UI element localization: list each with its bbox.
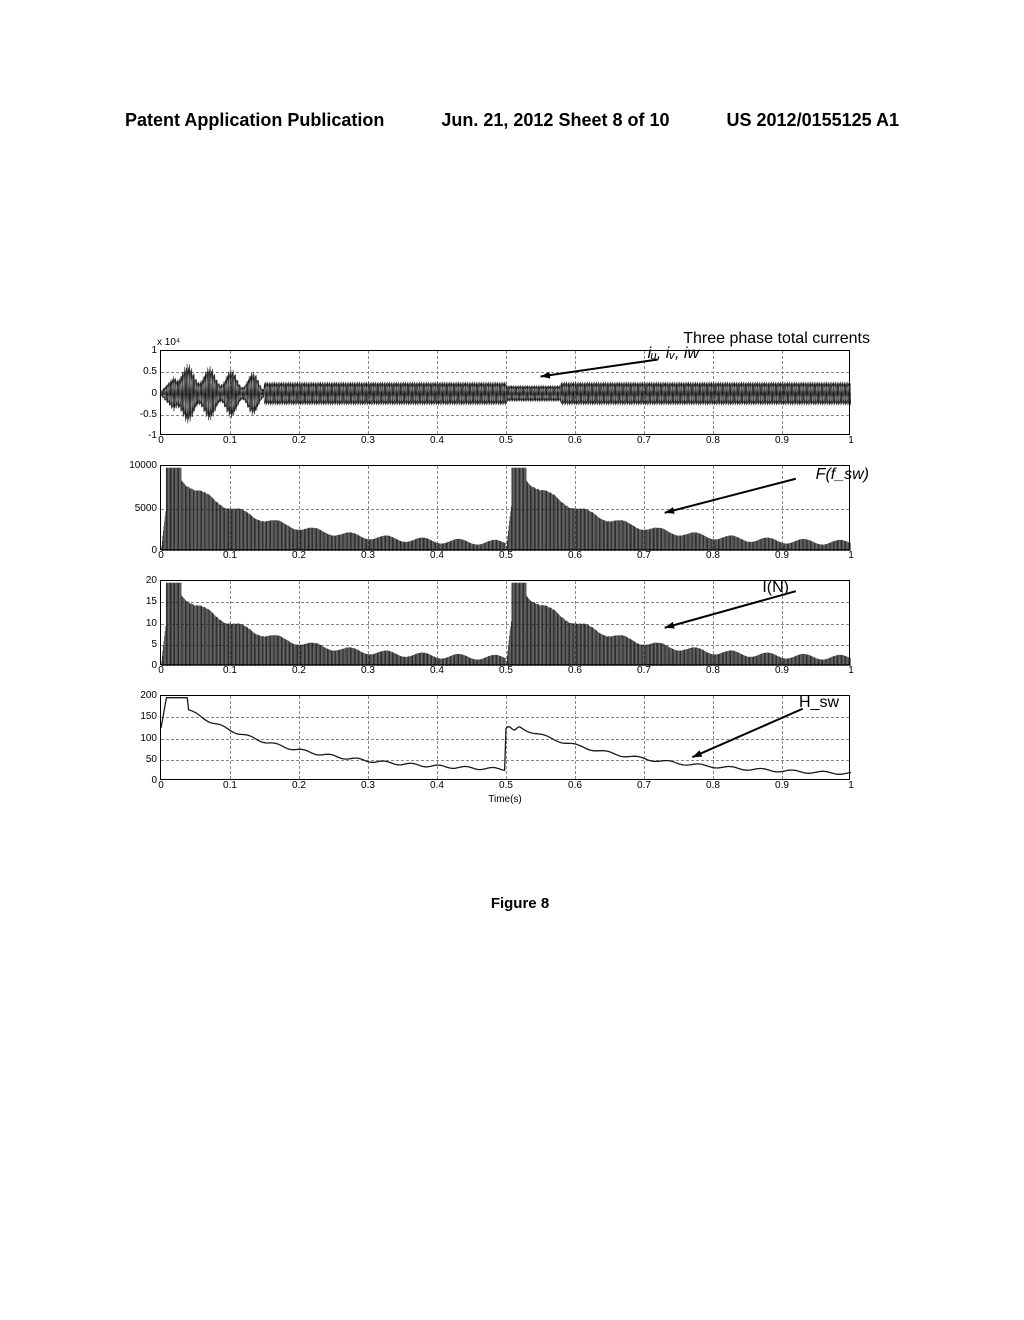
x-axis-label: Time(s) <box>160 794 850 805</box>
waveform <box>161 466 851 551</box>
annotation-label: F(f_sw) <box>816 466 869 484</box>
chart-3: 05010015020000.10.20.30.40.50.60.70.80.9… <box>160 695 880 805</box>
annotation-label: I(N) <box>762 579 789 597</box>
header-center: Jun. 21, 2012 Sheet 8 of 10 <box>441 110 669 131</box>
y-tick: 150 <box>140 712 161 722</box>
y-tick: 15 <box>146 597 161 607</box>
plot-area: 0510152000.10.20.30.40.50.60.70.80.91I(N… <box>160 580 850 665</box>
charts-title: Three phase total currents <box>160 330 880 348</box>
header-left: Patent Application Publication <box>125 110 384 131</box>
y-tick: 100 <box>140 734 161 744</box>
y-tick: 50 <box>146 755 161 765</box>
y-tick: 10 <box>146 619 161 629</box>
waveform <box>161 696 851 781</box>
header-right: US 2012/0155125 A1 <box>727 110 899 131</box>
waveform <box>161 351 851 436</box>
chart-1: 050001000000.10.20.30.40.50.60.70.80.91F… <box>160 465 880 550</box>
chart-0: x 10⁴-1-0.500.5100.10.20.30.40.50.60.70.… <box>160 350 880 435</box>
plot-area: 050001000000.10.20.30.40.50.60.70.80.91F… <box>160 465 850 550</box>
y-tick: 1 <box>151 346 161 356</box>
y-tick: 20 <box>146 576 161 586</box>
y-tick: 5 <box>151 640 161 650</box>
y-tick: 10000 <box>129 461 161 471</box>
y-tick: 200 <box>140 691 161 701</box>
figure-caption: Figure 8 <box>160 895 880 912</box>
page-header: Patent Application Publication Jun. 21, … <box>0 110 1024 131</box>
plot-area: 05010015020000.10.20.30.40.50.60.70.80.9… <box>160 695 850 780</box>
y-tick: 5000 <box>135 504 161 514</box>
y-tick: 0 <box>151 389 161 399</box>
annotation-label: H_sw <box>799 694 839 712</box>
charts-container: Three phase total currents x 10⁴-1-0.500… <box>160 330 880 912</box>
waveform <box>161 581 851 666</box>
y-tick: 0.5 <box>143 367 161 377</box>
chart-2: 0510152000.10.20.30.40.50.60.70.80.91I(N… <box>160 580 880 665</box>
plot-area: x 10⁴-1-0.500.5100.10.20.30.40.50.60.70.… <box>160 350 850 435</box>
annotation-label: iᵤ, iᵥ, iw <box>648 345 699 363</box>
y-tick: -0.5 <box>140 410 161 420</box>
